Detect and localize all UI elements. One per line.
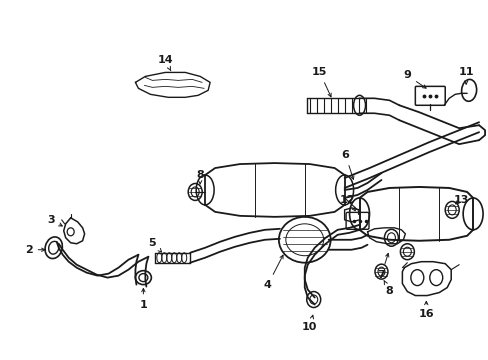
Text: 10: 10 [302,315,317,332]
Text: 12: 12 [339,195,355,211]
Text: 14: 14 [157,55,173,71]
Text: 1: 1 [139,288,147,310]
Text: 6: 6 [341,150,353,179]
Text: 8: 8 [196,170,203,184]
Text: 9: 9 [403,71,425,88]
Text: 13: 13 [452,195,468,205]
Text: 8: 8 [383,280,392,296]
Text: 2: 2 [25,245,45,255]
Text: 15: 15 [311,67,330,97]
Text: 5: 5 [148,238,161,252]
Text: 7: 7 [377,253,388,280]
Text: 3: 3 [47,215,62,226]
Text: 11: 11 [457,67,473,84]
Text: 16: 16 [418,301,433,319]
Text: 4: 4 [264,255,283,289]
